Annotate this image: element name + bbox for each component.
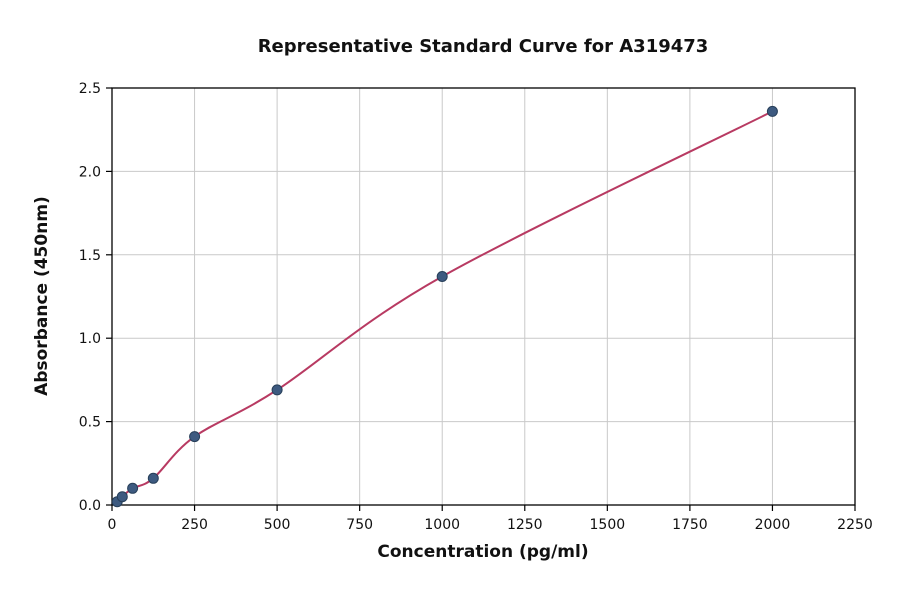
data-point (116, 491, 128, 503)
data-point (271, 384, 283, 396)
data-point (127, 482, 139, 494)
y-tick-label: 2.0 (79, 164, 101, 180)
x-tick-label: 0 (108, 517, 117, 533)
data-point (147, 472, 159, 484)
y-axis-label: Absorbance (450nm) (32, 196, 52, 396)
tick-labels: 0 250 500 750 1000 1250 1500 1750 2000 2250 0.0 0.5… (79, 81, 873, 533)
data-points (111, 105, 778, 508)
y-tick-label: 0.0 (79, 498, 101, 514)
y-tick-label: 2.5 (79, 81, 101, 97)
x-tick-label: 1250 (507, 517, 543, 533)
x-tick-label: 1500 (590, 517, 626, 533)
data-point (189, 431, 201, 443)
y-tick-label: 1.5 (79, 248, 101, 264)
y-tick-label: 1.0 (79, 331, 101, 347)
plot-border (111, 87, 856, 506)
fit-curve-line (116, 110, 773, 503)
data-point (766, 105, 778, 117)
chart-title: Representative Standard Curve for A31947… (258, 36, 709, 57)
y-tick-label: 0.5 (79, 415, 101, 431)
x-tick-label: 500 (264, 517, 291, 533)
gridlines (111, 87, 856, 506)
x-tick-label: 1000 (424, 517, 460, 533)
x-tick-label: 250 (181, 517, 208, 533)
x-tick-label: 750 (346, 517, 373, 533)
x-tick-label: 1750 (672, 517, 708, 533)
x-tick-label: 2000 (755, 517, 791, 533)
x-tick-label: 2250 (837, 517, 873, 533)
data-point (436, 271, 448, 282)
x-axis-label: Concentration (pg/ml) (377, 542, 588, 562)
axis-ticks (106, 87, 856, 511)
